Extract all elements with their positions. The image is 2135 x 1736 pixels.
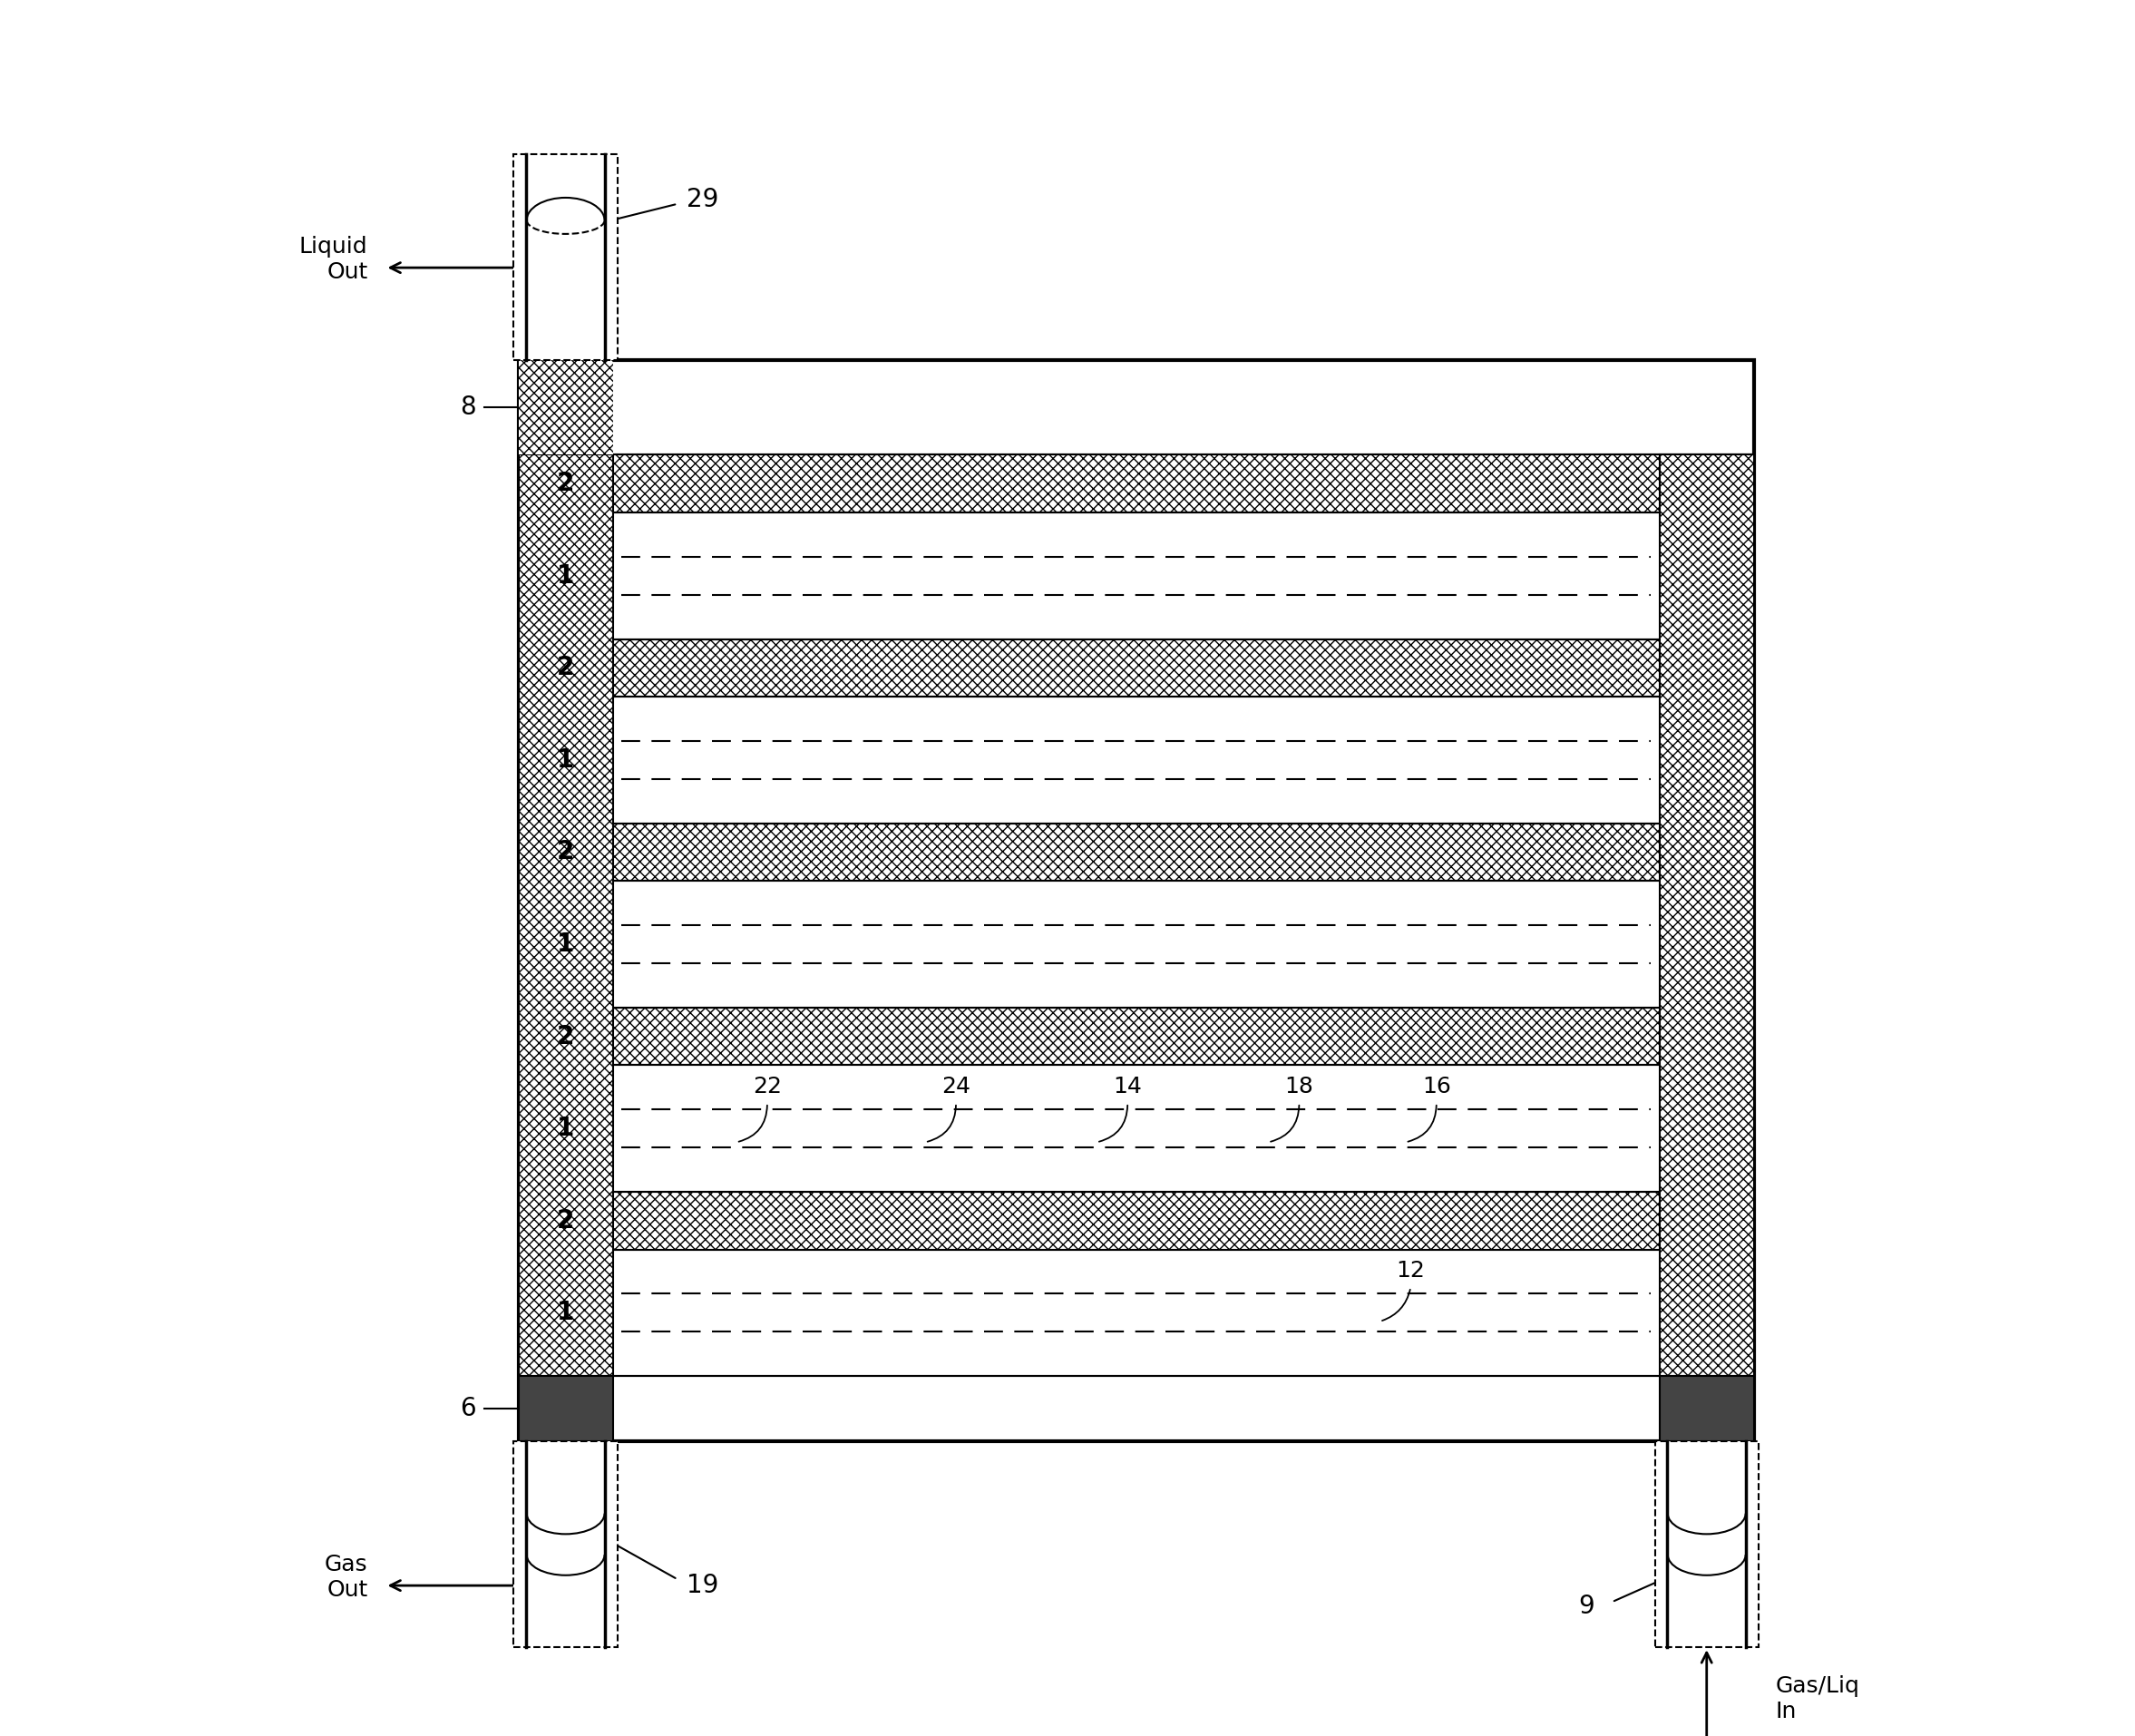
- Bar: [613, 880, 1659, 1007]
- Text: 1: 1: [557, 562, 574, 589]
- Text: 19: 19: [685, 1573, 717, 1599]
- Bar: [519, 361, 1753, 1441]
- Bar: [519, 1377, 613, 1441]
- Text: 9: 9: [1578, 1594, 1595, 1620]
- Bar: [613, 1193, 1659, 1250]
- Text: 1: 1: [557, 1116, 574, 1141]
- Bar: [613, 455, 1659, 512]
- Text: 8: 8: [459, 394, 476, 420]
- Bar: [613, 823, 1659, 880]
- Text: 6: 6: [459, 1396, 476, 1422]
- Bar: [519, 455, 613, 1377]
- Bar: [519, 361, 613, 455]
- Bar: [1659, 455, 1753, 1377]
- Text: 1: 1: [557, 746, 574, 773]
- Text: 2: 2: [557, 1208, 574, 1233]
- Bar: [613, 512, 1659, 639]
- Text: Gas/Liq
In: Gas/Liq In: [1776, 1675, 1860, 1722]
- Text: 1: 1: [557, 932, 574, 957]
- Bar: [613, 1066, 1659, 1193]
- Text: 24: 24: [942, 1076, 971, 1097]
- Text: 1: 1: [557, 1300, 574, 1326]
- Text: 22: 22: [754, 1076, 781, 1097]
- Bar: [613, 696, 1659, 823]
- Text: 16: 16: [1422, 1076, 1452, 1097]
- Text: 2: 2: [557, 1024, 574, 1049]
- Text: 2: 2: [557, 470, 574, 496]
- Bar: [613, 1007, 1659, 1066]
- Text: 2: 2: [557, 840, 574, 865]
- Text: Gas
Out: Gas Out: [325, 1554, 367, 1601]
- Text: Liquid
Out: Liquid Out: [299, 236, 367, 283]
- Text: 18: 18: [1285, 1076, 1313, 1097]
- Bar: [1655, 1441, 1759, 1647]
- Bar: [613, 1250, 1659, 1377]
- Text: 29: 29: [685, 187, 717, 212]
- Text: 2: 2: [557, 654, 574, 681]
- Text: 14: 14: [1112, 1076, 1142, 1097]
- Text: 12: 12: [1396, 1260, 1426, 1281]
- Bar: [1659, 1377, 1753, 1441]
- Bar: [515, 155, 617, 361]
- Bar: [613, 639, 1659, 696]
- Bar: [515, 1441, 617, 1647]
